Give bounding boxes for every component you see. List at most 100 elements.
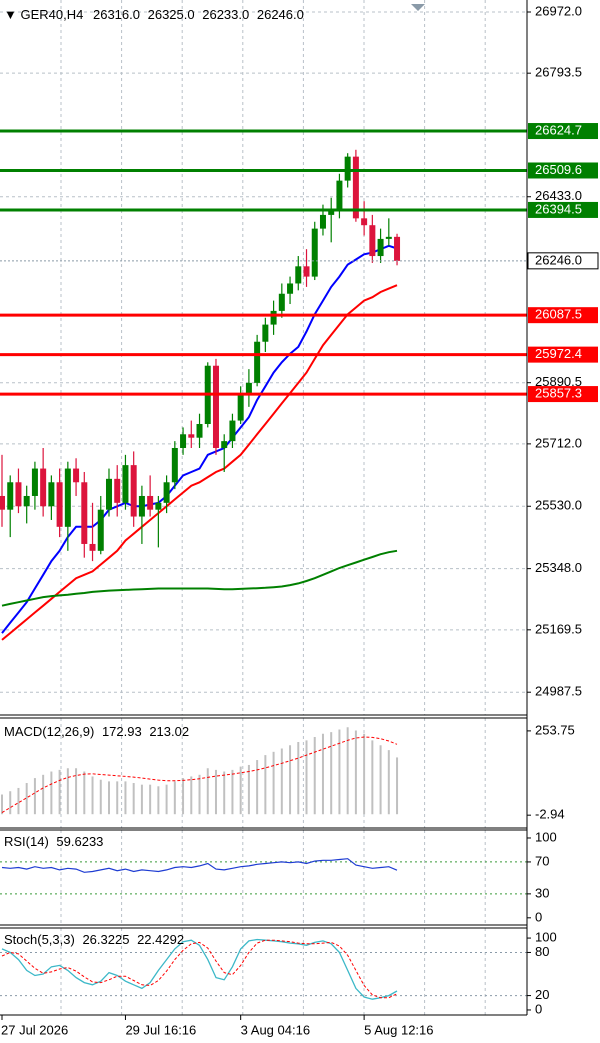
candle-body [245, 382, 252, 394]
candle-body [278, 293, 285, 311]
header-arrow: ▼ [4, 7, 20, 22]
y-tick-label: 25169.5 [535, 621, 582, 636]
symbol: GER40,H4 [20, 7, 83, 22]
candle-body [188, 434, 195, 438]
candle-body [105, 478, 112, 510]
candle-body [7, 482, 14, 510]
candle-body [180, 434, 187, 448]
chart-header: ▼ GER40,H4 26316.0 26325.0 26233.0 26246… [4, 7, 304, 22]
candle-body [311, 228, 318, 277]
level-label: 26509.6 [535, 162, 582, 177]
candle-body [130, 465, 137, 517]
low-value: 26233.0 [202, 7, 249, 22]
rsi-title: RSI(14) [4, 834, 49, 849]
candle-body [23, 495, 30, 507]
candle-body [287, 283, 294, 294]
y-tick-label: 253.75 [535, 722, 575, 737]
candle-body [73, 468, 80, 483]
y-tick-label: 0 [535, 909, 542, 924]
rsi-legend: RSI(14) 59.6233 [4, 834, 103, 849]
level-box [528, 307, 598, 324]
candle-body [361, 218, 368, 226]
candle-body [319, 214, 326, 229]
x-tick-label: 27 Jul 2026 [1, 1022, 68, 1037]
candle-body [221, 441, 228, 448]
high-value: 26325.0 [148, 7, 195, 22]
candle-body [114, 478, 121, 503]
candle-body [138, 495, 145, 517]
candle-body [229, 420, 236, 442]
current-price-box [527, 252, 599, 270]
candle-body [81, 482, 88, 544]
y-tick-label: 25712.0 [535, 435, 582, 450]
candle-body [40, 468, 47, 507]
candle-body [48, 482, 55, 507]
x-tick-label: 3 Aug 04:16 [241, 1022, 310, 1037]
level-label: 25972.4 [535, 346, 582, 361]
candle-body [295, 266, 302, 284]
candle-body [196, 423, 203, 438]
y-tick-label: 100 [535, 829, 557, 844]
level-label: 25857.3 [535, 386, 582, 401]
candle-body [0, 495, 5, 510]
d-line [1, 939, 398, 999]
candle-body [394, 236, 401, 261]
candle-body [56, 482, 63, 527]
moving-average [1, 284, 398, 641]
candle-body [270, 310, 277, 325]
y-tick-label: 24987.5 [535, 684, 582, 699]
candle-body [328, 211, 335, 215]
level-box [528, 346, 598, 363]
candle-body [155, 502, 162, 510]
signal-line [1, 736, 398, 814]
candle-body [163, 482, 170, 503]
macd-legend: MACD(12,26,9) 172.93 213.02 [4, 724, 189, 739]
candle-body [352, 156, 359, 219]
macd-title: MACD(12,26,9) [4, 724, 94, 739]
y-tick-label: 25348.0 [535, 560, 582, 575]
current-price-label: 26246.0 [535, 252, 582, 267]
candle-body [385, 236, 392, 239]
candle-body [89, 543, 96, 551]
y-tick-label: 26793.5 [535, 65, 582, 80]
macd-value: 172.93 [102, 724, 142, 739]
candle-body [122, 465, 129, 503]
y-tick-label: 25530.0 [535, 498, 582, 513]
stoch-legend: Stoch(5,3,3) 26.3225 22.4292 [4, 932, 184, 947]
candle-body [237, 393, 244, 421]
x-tick-label: 5 Aug 12:16 [364, 1022, 433, 1037]
y-tick-label: 70 [535, 853, 549, 868]
open-value: 26316.0 [93, 7, 140, 22]
close-value: 26246.0 [257, 7, 304, 22]
moving-average [1, 549, 398, 607]
candle-body [262, 324, 269, 342]
y-tick-label: 0 [535, 1001, 542, 1016]
y-tick-label: 20 [535, 987, 549, 1002]
y-tick-label: 30 [535, 885, 549, 900]
candle-body [254, 341, 261, 383]
candle-body [369, 225, 376, 257]
level-box [528, 386, 598, 403]
d-value: 22.4292 [137, 932, 184, 947]
candle-body [15, 482, 22, 507]
level-box [528, 201, 598, 218]
y-tick-label: -2.94 [535, 807, 565, 822]
k-line [1, 938, 398, 1000]
level-label: 26394.5 [535, 201, 582, 216]
candle-body [336, 180, 343, 212]
candle-body [212, 365, 219, 448]
x-tick-label: 29 Jul 16:16 [125, 1022, 196, 1037]
candle-body [64, 468, 71, 527]
candle-body [147, 495, 154, 510]
y-tick-label: 26972.0 [535, 3, 582, 18]
candle-body [377, 238, 384, 257]
k-value: 26.3225 [82, 932, 129, 947]
y-tick-label: 80 [535, 944, 549, 959]
candle-body [344, 156, 351, 181]
level-box [528, 162, 598, 179]
candle-body [31, 468, 38, 496]
shift-marker [411, 4, 425, 11]
